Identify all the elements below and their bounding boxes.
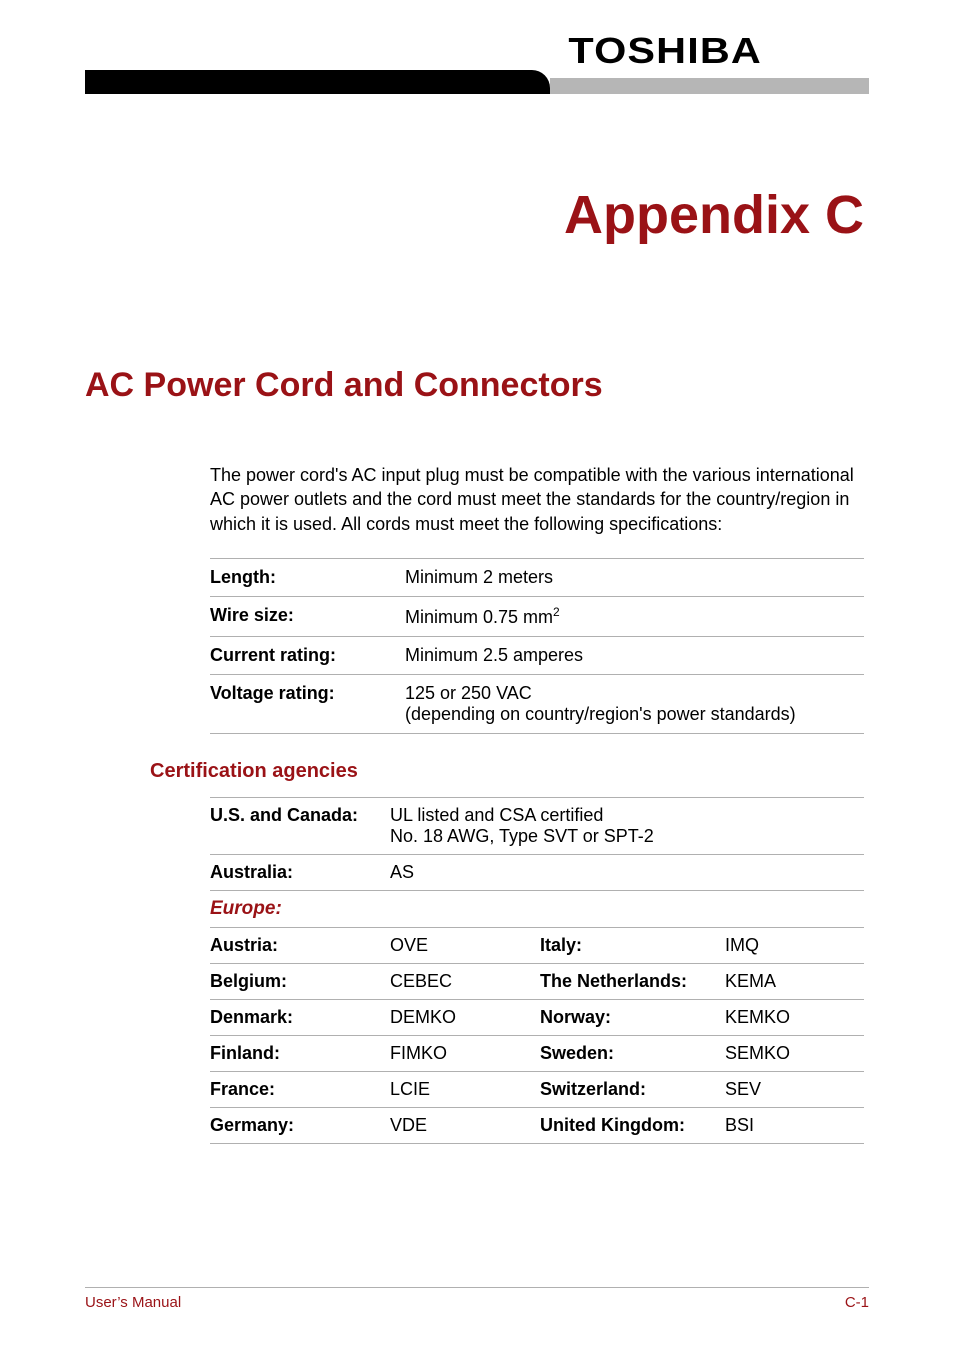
- page-footer: User’s Manual C-1: [85, 1287, 869, 1311]
- cert-value: KEMA: [725, 963, 864, 999]
- intro-paragraph: The power cord's AC input plug must be c…: [210, 463, 864, 536]
- cert-label: Denmark:: [210, 999, 390, 1035]
- cert-label: Norway:: [540, 999, 725, 1035]
- superscript: 2: [553, 605, 560, 619]
- cert-value: SEV: [725, 1071, 864, 1107]
- table-row: Germany: VDE United Kingdom: BSI: [210, 1107, 864, 1143]
- spec-value-line1: 125 or 250 VAC: [405, 683, 532, 703]
- table-row: Austria: OVE Italy: IMQ: [210, 927, 864, 963]
- cert-label: United Kingdom:: [540, 1107, 725, 1143]
- footer-right: C-1: [845, 1294, 869, 1311]
- table-row: Europe:: [210, 890, 864, 927]
- cert-content-block: U.S. and Canada: UL listed and CSA certi…: [85, 797, 869, 1144]
- cert-label: U.S. and Canada:: [210, 797, 390, 854]
- certification-table: U.S. and Canada: UL listed and CSA certi…: [210, 797, 864, 1144]
- header-black-band: [85, 70, 550, 94]
- cert-label: France:: [210, 1071, 390, 1107]
- cert-label: Sweden:: [540, 1035, 725, 1071]
- cert-value: CEBEC: [390, 963, 540, 999]
- table-row: Wire size: Minimum 0.75 mm2: [210, 596, 864, 636]
- spec-value: Minimum 2.5 amperes: [405, 636, 864, 674]
- europe-header: Europe:: [210, 890, 864, 927]
- cert-label: Australia:: [210, 854, 390, 890]
- cert-value: KEMKO: [725, 999, 864, 1035]
- section-title: AC Power Cord and Connectors: [85, 366, 869, 405]
- cert-value-line2: No. 18 AWG, Type SVT or SPT-2: [390, 826, 654, 846]
- table-row: Denmark: DEMKO Norway: KEMKO: [210, 999, 864, 1035]
- cert-value: IMQ: [725, 927, 864, 963]
- cert-value: AS: [390, 854, 864, 890]
- spec-value: 125 or 250 VAC (depending on country/reg…: [405, 674, 864, 733]
- header-band: TOSHIBA: [85, 30, 869, 94]
- spec-value: Minimum 0.75 mm2: [405, 596, 864, 636]
- spec-value-line2: (depending on country/region's power sta…: [405, 704, 796, 724]
- spec-value-text: Minimum 0.75 mm: [405, 607, 553, 627]
- table-row: Length: Minimum 2 meters: [210, 558, 864, 596]
- cert-label: The Netherlands:: [540, 963, 725, 999]
- table-row: France: LCIE Switzerland: SEV: [210, 1071, 864, 1107]
- spec-label: Length:: [210, 558, 405, 596]
- table-row: U.S. and Canada: UL listed and CSA certi…: [210, 797, 864, 854]
- cert-label: Austria:: [210, 927, 390, 963]
- table-row: Current rating: Minimum 2.5 amperes: [210, 636, 864, 674]
- content-block: The power cord's AC input plug must be c…: [85, 463, 869, 734]
- table-row: Voltage rating: 125 or 250 VAC (dependin…: [210, 674, 864, 733]
- footer-left: User’s Manual: [85, 1294, 181, 1311]
- cert-value-line1: UL listed and CSA certified: [390, 805, 603, 825]
- cert-label: Finland:: [210, 1035, 390, 1071]
- cert-value: SEMKO: [725, 1035, 864, 1071]
- cert-value: VDE: [390, 1107, 540, 1143]
- specs-table: Length: Minimum 2 meters Wire size: Mini…: [210, 558, 864, 734]
- cert-value: BSI: [725, 1107, 864, 1143]
- cert-value: UL listed and CSA certified No. 18 AWG, …: [390, 797, 864, 854]
- spec-value: Minimum 2 meters: [405, 558, 864, 596]
- table-row: Belgium: CEBEC The Netherlands: KEMA: [210, 963, 864, 999]
- appendix-title: Appendix C: [85, 184, 869, 246]
- cert-label: Belgium:: [210, 963, 390, 999]
- table-row: Finland: FIMKO Sweden: SEMKO: [210, 1035, 864, 1071]
- certification-subheading: Certification agencies: [150, 760, 869, 783]
- cert-value: OVE: [390, 927, 540, 963]
- cert-value: LCIE: [390, 1071, 540, 1107]
- table-row: Australia: AS: [210, 854, 864, 890]
- cert-label: Switzerland:: [540, 1071, 725, 1107]
- spec-label: Current rating:: [210, 636, 405, 674]
- cert-value: FIMKO: [390, 1035, 540, 1071]
- cert-value: DEMKO: [390, 999, 540, 1035]
- spec-label: Voltage rating:: [210, 674, 405, 733]
- brand-logo: TOSHIBA: [568, 30, 762, 72]
- page: TOSHIBA Appendix C AC Power Cord and Con…: [0, 0, 954, 1351]
- cert-label: Italy:: [540, 927, 725, 963]
- header-gray-band: [550, 78, 869, 94]
- spec-label: Wire size:: [210, 596, 405, 636]
- cert-label: Germany:: [210, 1107, 390, 1143]
